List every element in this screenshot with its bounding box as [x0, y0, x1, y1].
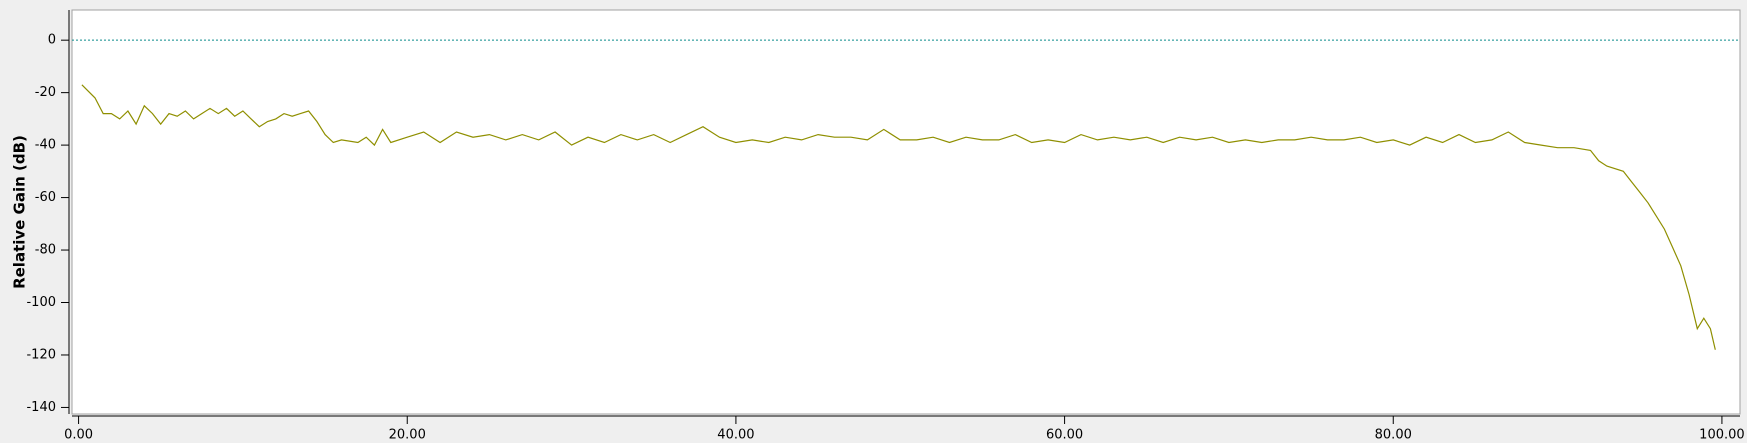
x-tick-label: 80.00 — [1375, 428, 1412, 443]
y-tick-label: -120 — [26, 347, 56, 362]
y-tick-label: -40 — [35, 138, 56, 153]
y-tick-label: -20 — [35, 85, 56, 100]
x-tick-label: 20.00 — [389, 428, 426, 443]
x-tick-label: 60.00 — [1046, 428, 1083, 443]
y-tick-label: 0 — [48, 33, 56, 48]
y-axis-title: Relative Gain (dB) — [11, 135, 29, 289]
gain-line — [81, 84, 1716, 350]
plot-area — [71, 9, 1741, 415]
y-tick-label: -80 — [35, 243, 56, 258]
y-tick-label: -140 — [26, 400, 56, 415]
x-tick-label: 40.00 — [717, 428, 754, 443]
y-tick-label: -100 — [26, 295, 56, 310]
x-tick-label: 0.00 — [64, 428, 93, 443]
y-tick-label: -60 — [35, 190, 56, 205]
x-tick-label: 100.00 — [1699, 428, 1745, 443]
